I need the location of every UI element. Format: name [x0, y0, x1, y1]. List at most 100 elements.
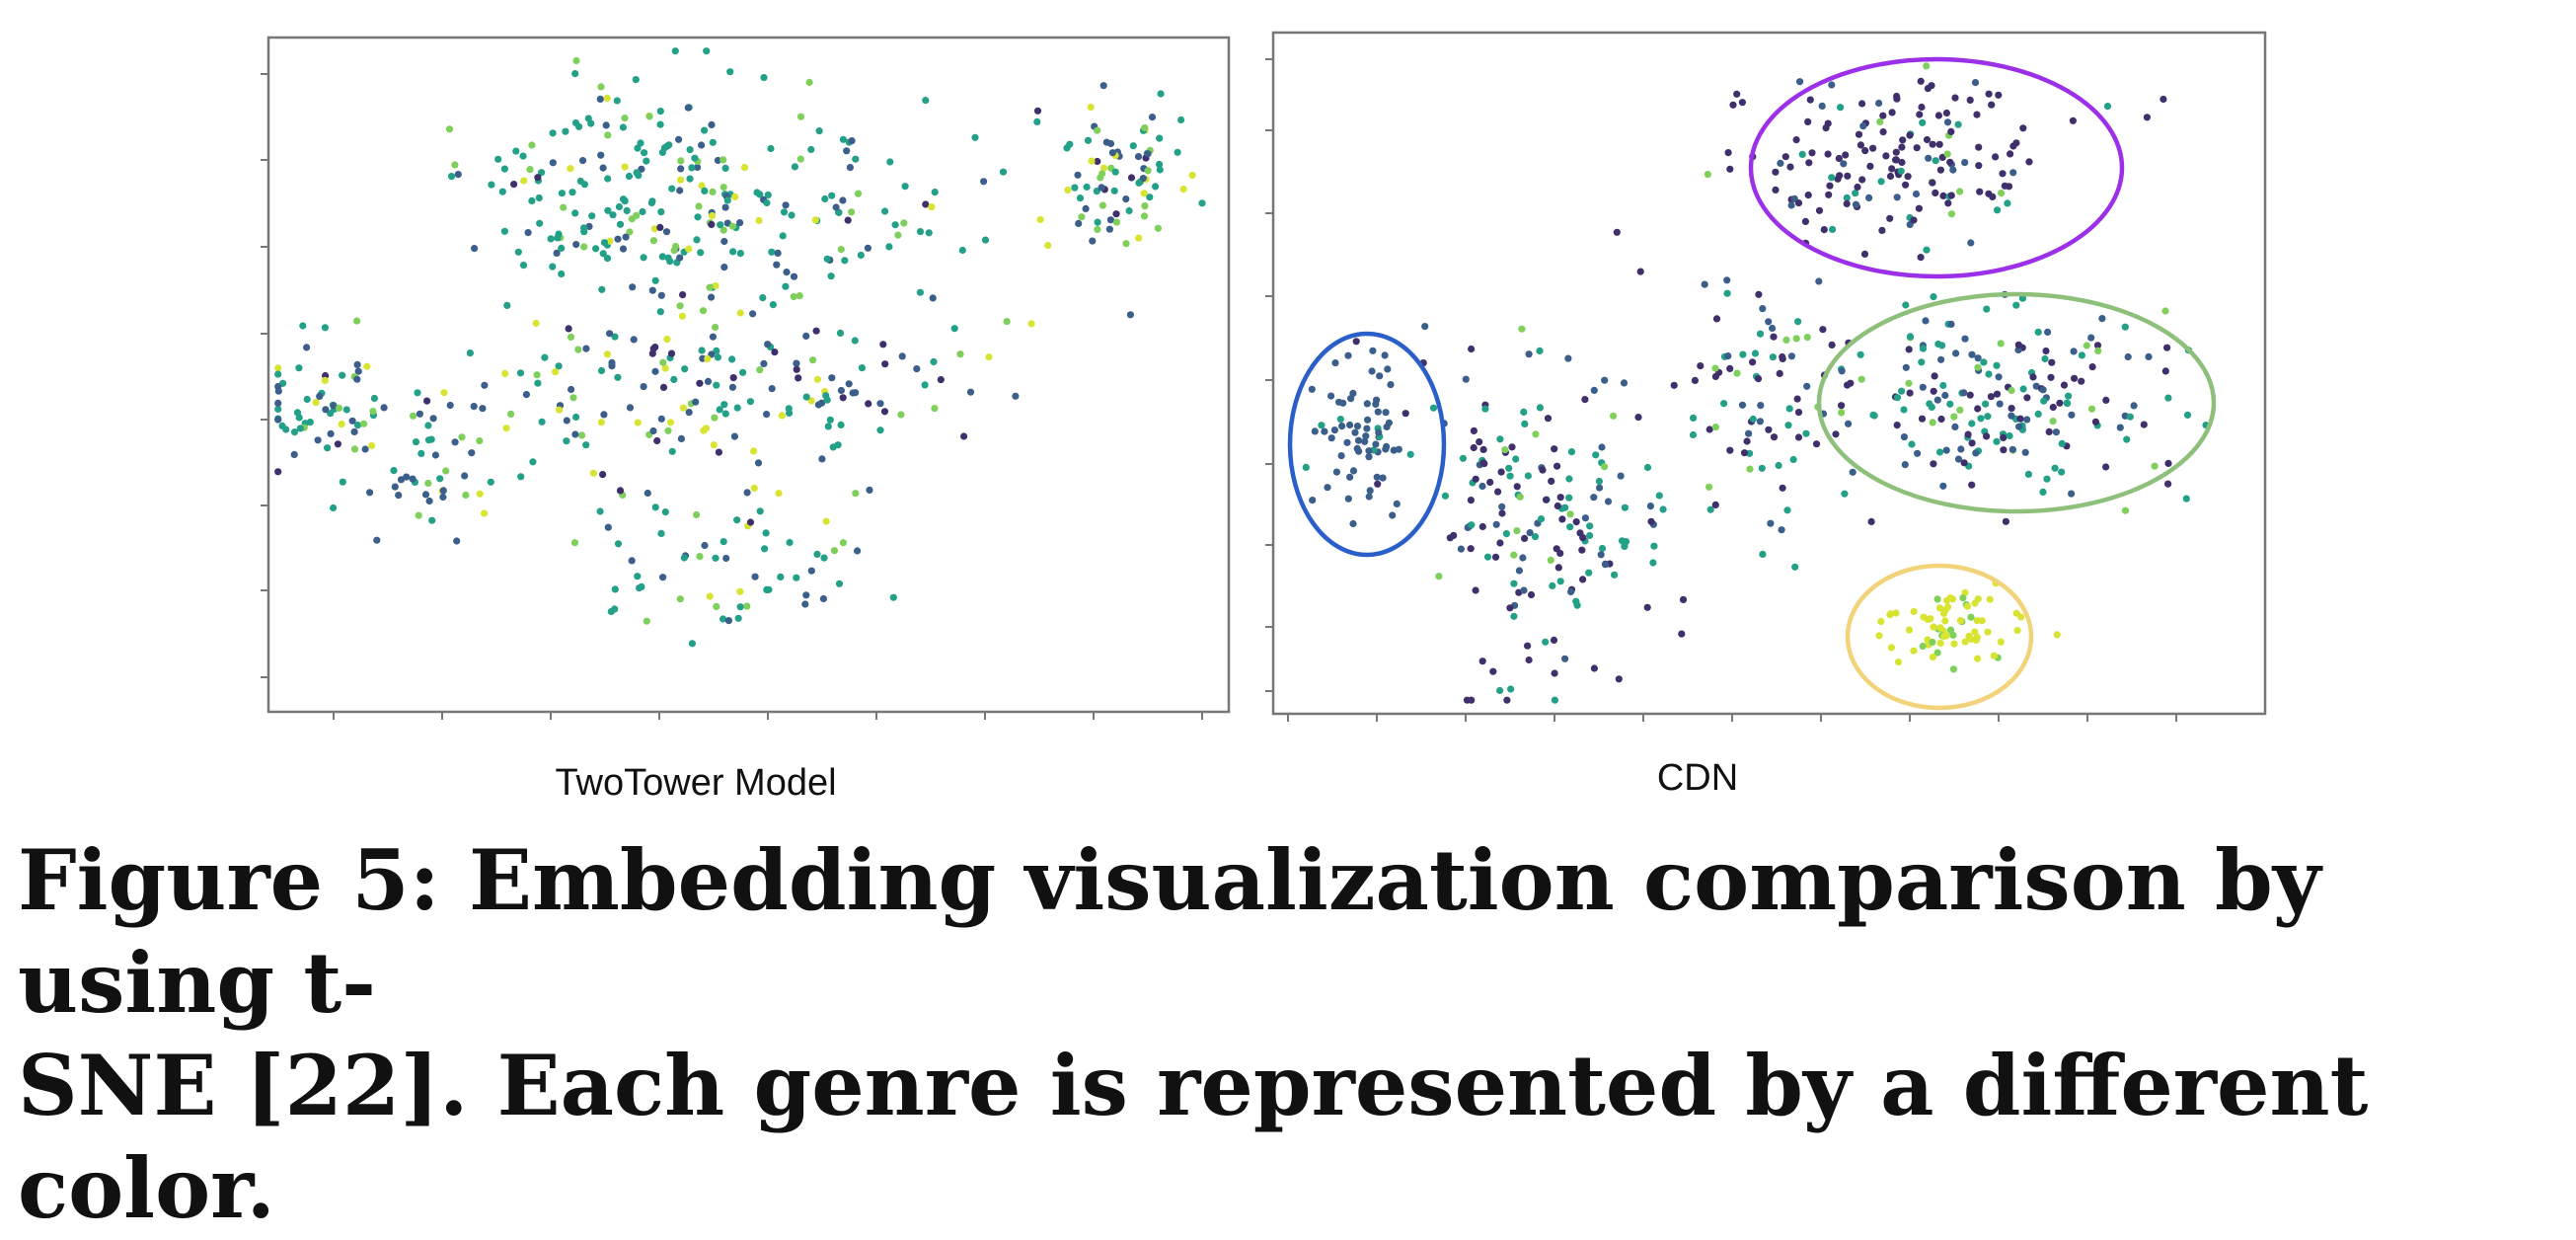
data-point: [327, 429, 335, 437]
data-point: [649, 426, 657, 435]
data-point: [667, 349, 676, 357]
data-point: [714, 353, 722, 361]
data-point: [1467, 497, 1475, 504]
data-point: [1084, 136, 1093, 144]
data-point: [1968, 439, 1976, 447]
data-point: [1942, 109, 1950, 117]
data-point: [639, 207, 646, 216]
data-point: [1919, 642, 1927, 651]
data-point: [1733, 90, 1741, 98]
data-point: [451, 438, 459, 446]
data-point: [1074, 171, 1082, 179]
data-point: [1071, 184, 1079, 192]
data-point: [1794, 318, 1802, 326]
data-point: [1893, 422, 1901, 429]
data-point: [930, 357, 938, 366]
data-point: [2000, 433, 2008, 441]
data-point: [852, 155, 860, 163]
data-point: [1135, 234, 1143, 242]
data-point: [1332, 468, 1340, 476]
data-point: [1610, 412, 1618, 420]
data-point: [1106, 139, 1115, 148]
data-point: [793, 359, 800, 367]
data-point: [353, 375, 361, 383]
data-point: [651, 276, 659, 284]
data-point: [1581, 514, 1589, 522]
data-point: [623, 206, 631, 214]
data-point: [713, 602, 720, 611]
data-point: [1148, 114, 1157, 121]
data-point: [746, 518, 755, 526]
data-point: [1621, 542, 1629, 551]
data-point: [726, 68, 734, 76]
data-point: [696, 553, 704, 561]
data-point: [625, 172, 634, 181]
data-point: [1711, 372, 1719, 380]
data-point: [519, 262, 528, 270]
data-point: [771, 349, 779, 356]
data-point: [1973, 111, 1981, 118]
data-point: [1344, 351, 1352, 359]
data-point: [628, 215, 637, 223]
data-point: [1492, 520, 1500, 528]
data-point: [1935, 140, 1943, 148]
data-point: [656, 120, 664, 128]
data-point: [894, 231, 902, 239]
data-point: [835, 208, 843, 216]
data-point: [1966, 391, 1974, 399]
data-point: [2098, 315, 2106, 323]
data-point: [1331, 359, 1339, 367]
data-point: [574, 346, 582, 353]
data-point: [701, 187, 709, 194]
data-point: [1565, 494, 1573, 502]
data-point: [832, 203, 840, 211]
data-point: [1754, 375, 1763, 383]
data-point: [565, 325, 572, 333]
data-point: [2159, 95, 2167, 104]
data-point: [1879, 128, 1887, 136]
data-point: [538, 169, 546, 177]
data-point: [1804, 192, 1812, 199]
data-point: [613, 97, 621, 105]
data-point: [1843, 199, 1851, 207]
data-point: [722, 554, 730, 563]
data-point: [1975, 143, 1983, 151]
data-point: [1521, 420, 1529, 427]
data-point: [1478, 482, 1486, 491]
data-point: [615, 202, 624, 211]
data-point: [1897, 167, 1905, 175]
data-point: [602, 121, 610, 129]
data-point: [1777, 159, 1784, 167]
data-point: [1743, 437, 1751, 445]
data-point: [1931, 372, 1938, 380]
data-point: [713, 347, 720, 354]
data-point: [592, 245, 600, 253]
data-point: [709, 138, 717, 146]
data-point: [1919, 118, 1927, 126]
data-point: [1152, 183, 1160, 191]
data-point: [1066, 140, 1074, 148]
data-point: [1875, 632, 1883, 640]
data-point: [1967, 613, 1975, 621]
data-point: [439, 493, 447, 502]
data-point: [290, 450, 298, 458]
data-point: [1094, 157, 1101, 166]
data-point: [786, 538, 794, 547]
data-point: [651, 344, 659, 351]
data-point: [1621, 504, 1629, 511]
data-point: [2140, 421, 2148, 428]
data-point: [1740, 449, 1749, 457]
data-point: [1946, 158, 1954, 166]
data-point: [532, 319, 540, 328]
twotower-panel: [261, 36, 1231, 720]
data-point: [2016, 415, 2024, 423]
data-point: [1483, 553, 1492, 561]
data-point: [1481, 405, 1489, 413]
data-point: [1815, 277, 1823, 285]
data-point: [1634, 414, 1642, 422]
data-point: [424, 479, 432, 488]
data-point: [599, 250, 607, 258]
data-point: [659, 383, 668, 391]
data-point: [534, 174, 542, 182]
data-point: [520, 177, 528, 185]
